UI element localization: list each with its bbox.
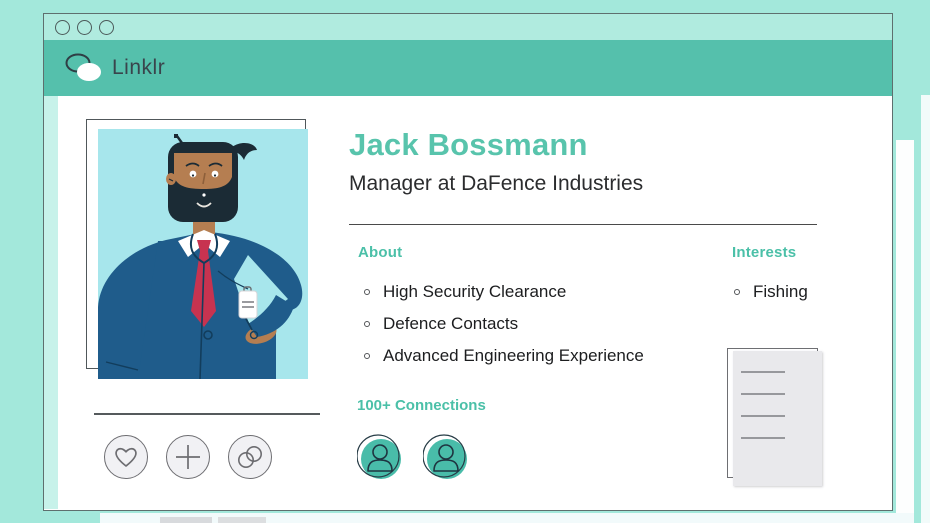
- person-icon: [356, 434, 401, 479]
- action-buttons: [104, 435, 272, 479]
- about-item-label: Defence Contacts: [383, 314, 519, 333]
- connection-avatar-button[interactable]: [356, 434, 403, 480]
- about-heading: About: [358, 244, 403, 261]
- about-item-label: Advanced Engineering Experience: [383, 346, 644, 365]
- profile-photo: [98, 129, 308, 379]
- backdrop-tab: [160, 517, 212, 523]
- interests-item-label: Fishing: [753, 282, 808, 301]
- document-text-line: [741, 371, 785, 374]
- man-illustration: [98, 134, 303, 379]
- about-item: Defence Contacts: [364, 314, 644, 334]
- connections-label: 100+ Connections: [357, 397, 486, 414]
- linklr-logo-icon[interactable]: [65, 52, 105, 84]
- profile-headline: Manager at DaFence Industries: [349, 172, 644, 195]
- interests-item: Fishing: [734, 282, 808, 302]
- about-list: High Security Clearance Defence Contacts…: [364, 282, 644, 378]
- browser-window: Linklr: [43, 13, 893, 511]
- about-item-label: High Security Clearance: [383, 282, 567, 301]
- app-header: Linklr: [44, 40, 892, 96]
- bullet-icon: [734, 289, 740, 295]
- header-divider: [349, 224, 817, 226]
- plus-icon: [176, 445, 200, 469]
- profile-name: Jack Bossmann: [349, 127, 588, 162]
- photo-divider: [94, 413, 320, 415]
- backdrop-sheet-bottom: [100, 513, 914, 523]
- about-item: High Security Clearance: [364, 282, 644, 302]
- backdrop-tab: [218, 517, 266, 523]
- like-button[interactable]: [104, 435, 148, 479]
- backdrop-sheet-right: [896, 140, 914, 523]
- about-item: Advanced Engineering Experience: [364, 346, 644, 366]
- connection-avatars: [356, 434, 469, 480]
- document-text-line: [741, 415, 785, 418]
- person-icon: [422, 434, 467, 479]
- window-control-icon[interactable]: [55, 19, 70, 35]
- interests-heading: Interests: [732, 244, 797, 261]
- link-icon: [238, 446, 262, 468]
- logo-circles-icon: [65, 53, 101, 81]
- connection-avatar-button[interactable]: [422, 434, 469, 480]
- document-text-line: [741, 437, 785, 440]
- connect-button[interactable]: [228, 435, 272, 479]
- window-left-edge: [44, 96, 58, 509]
- heart-icon: [115, 447, 137, 467]
- document-icon[interactable]: [733, 351, 822, 486]
- bullet-icon: [364, 353, 370, 359]
- bullet-icon: [364, 289, 370, 295]
- bullet-icon: [364, 321, 370, 327]
- interests-list: Fishing: [734, 282, 808, 314]
- backdrop-edge-right: [921, 95, 930, 523]
- window-control-icon[interactable]: [99, 19, 114, 35]
- add-button[interactable]: [166, 435, 210, 479]
- window-control-icon[interactable]: [77, 19, 92, 35]
- brand-name: Linklr: [112, 56, 166, 79]
- window-titlebar: [44, 14, 892, 40]
- document-text-line: [741, 393, 785, 396]
